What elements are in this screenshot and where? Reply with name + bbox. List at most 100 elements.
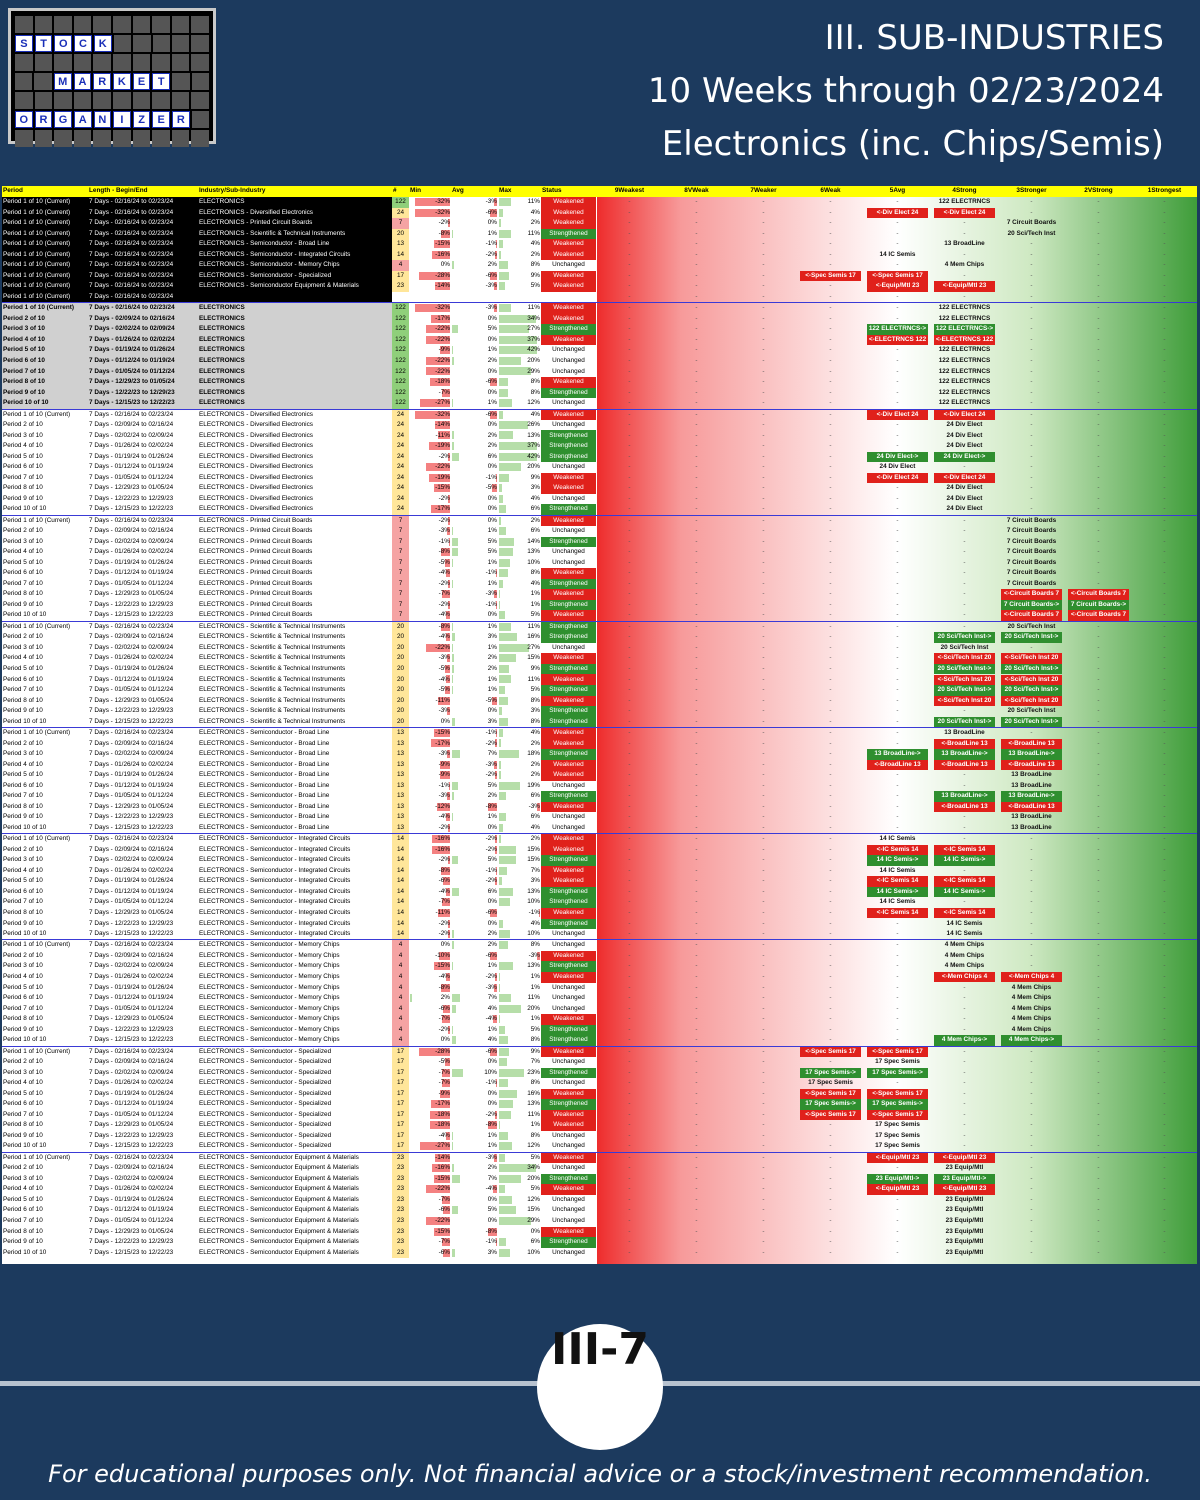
strength-bucket-9: - (596, 802, 663, 813)
strength-bucket-2: - (1065, 961, 1132, 972)
strength-bucket-8: - (663, 1078, 730, 1089)
empty-marker: - (762, 686, 765, 694)
avg-bar (494, 1110, 497, 1119)
column-header[interactable]: 2VStrong (1065, 186, 1132, 197)
strength-bucket-7: - (730, 802, 797, 813)
column-header[interactable]: Min (409, 186, 451, 197)
period-cell: Period 6 of 10 (2, 355, 88, 367)
avg-bar (491, 484, 497, 493)
strength-bucket-7: - (730, 812, 797, 823)
strength-bucket-7: - (730, 218, 797, 229)
strength-bucket-7: - (730, 908, 797, 919)
empty-marker: - (1163, 1185, 1166, 1193)
strength-bucket-1: - (1132, 462, 1197, 473)
logo-letter (191, 130, 209, 147)
count-cell: 24 (392, 483, 409, 494)
max-cell: 1% (498, 972, 541, 983)
empty-marker: - (896, 973, 899, 981)
column-header[interactable]: Status (541, 186, 596, 197)
count-cell: 7 (392, 557, 409, 569)
strength-bucket-9: - (596, 388, 663, 399)
industry-cell: ELECTRONICS - Semiconductor - Memory Chi… (198, 260, 392, 271)
min-bar (434, 420, 450, 429)
column-header[interactable]: 1Strongest (1132, 186, 1197, 197)
empty-marker: - (1030, 1164, 1033, 1172)
empty-marker: - (762, 537, 765, 545)
avg-value: 0% (487, 898, 497, 906)
column-header[interactable]: 4Strong (931, 186, 998, 197)
strength-bucket-3: 7 Circuit Boards (998, 558, 1065, 569)
column-header[interactable]: 9Weakest (596, 186, 663, 197)
strength-bucket-2: - (1065, 1151, 1132, 1164)
empty-marker: - (1097, 729, 1100, 737)
strength-bucket-7: - (730, 441, 797, 452)
status-badge: Weakened (541, 833, 596, 845)
column-header[interactable]: Length - Begin/End (88, 186, 198, 197)
empty-marker: - (628, 473, 631, 481)
avg-value: 1% (487, 686, 497, 694)
strength-bucket-1: - (1132, 749, 1197, 760)
period-cell: Period 1 of 10 (Current) (2, 291, 88, 303)
count-cell: 20 (392, 685, 409, 696)
avg-value: -6% (485, 378, 497, 386)
min-bar (443, 1248, 450, 1257)
industry-cell: ELECTRONICS - Semiconductor - Broad Line (199, 792, 330, 800)
min-cell: 0% (409, 939, 451, 951)
avg-bar (490, 208, 497, 217)
min-value: -15% (435, 962, 450, 970)
avg-value: 0% (487, 707, 497, 715)
column-header[interactable]: 5Avg (864, 186, 931, 197)
empty-marker: - (896, 494, 899, 502)
strength-bucket-7: - (730, 983, 797, 994)
column-header[interactable]: 7Weaker (730, 186, 797, 197)
period-cell: Period 8 of 10 (3, 696, 43, 704)
length-cell: 7 Days - 12/29/23 to 01/05/24 (89, 484, 174, 492)
logo-letter (34, 130, 53, 147)
max-bar (499, 611, 505, 620)
min-cell: -3% (409, 706, 451, 717)
column-header[interactable]: Max (498, 186, 541, 197)
strength-bucket-3: - (998, 408, 1065, 420)
column-header[interactable]: Industry/Sub-Industry (198, 186, 392, 197)
max-value: 3% (530, 707, 540, 715)
empty-marker: - (896, 240, 899, 248)
strength-bucket-1: - (1132, 1025, 1197, 1036)
empty-marker: - (963, 1121, 966, 1129)
strength-bucket-4: 20 Sci/Tech Inst-> (931, 685, 998, 696)
empty-marker: - (1163, 1142, 1166, 1150)
min-value: -14% (435, 420, 450, 428)
max-value: 20% (527, 1174, 540, 1182)
min-bar (447, 579, 450, 588)
column-header[interactable]: Period (2, 186, 88, 197)
strength-bucket-6: - (797, 197, 864, 208)
empty-marker: - (628, 1079, 631, 1087)
strength-bucket-4: - (931, 589, 998, 600)
strength-bucket-1: - (1132, 866, 1197, 877)
empty-marker: - (762, 866, 765, 874)
strength-bucket-2: - (1065, 876, 1132, 887)
column-header[interactable]: # (392, 186, 409, 197)
avg-cell: 0% (451, 462, 498, 473)
empty-marker: - (1097, 569, 1100, 577)
bucket-label: 17 Spec Semis-> (800, 1099, 861, 1110)
column-header[interactable]: Avg (451, 186, 498, 197)
empty-marker: - (1097, 1058, 1100, 1066)
strength-bucket-9: - (596, 537, 663, 548)
strength-bucket-3: <-Sci/Tech Inst 20 (998, 695, 1065, 707)
avg-value: -2% (485, 877, 497, 885)
avg-value: 1% (487, 643, 497, 651)
status-badge: Weakened (541, 483, 596, 494)
strength-bucket-5: - (864, 727, 931, 739)
max-bar (499, 1100, 514, 1109)
column-header[interactable]: 8VWeak (663, 186, 730, 197)
empty-marker: - (1030, 473, 1033, 481)
empty-marker: - (1097, 760, 1100, 768)
strength-bucket-9: - (596, 302, 663, 314)
column-header[interactable]: 3Stronger (998, 186, 1065, 197)
min-value: -17% (435, 314, 450, 322)
strength-bucket-1: - (1132, 420, 1197, 431)
column-header[interactable]: 6Weak (797, 186, 864, 197)
count-cell: 122 (392, 334, 409, 346)
industry-cell: ELECTRONICS - Semiconductor - Broad Line (199, 823, 330, 831)
strength-bucket-4: - (931, 462, 998, 473)
